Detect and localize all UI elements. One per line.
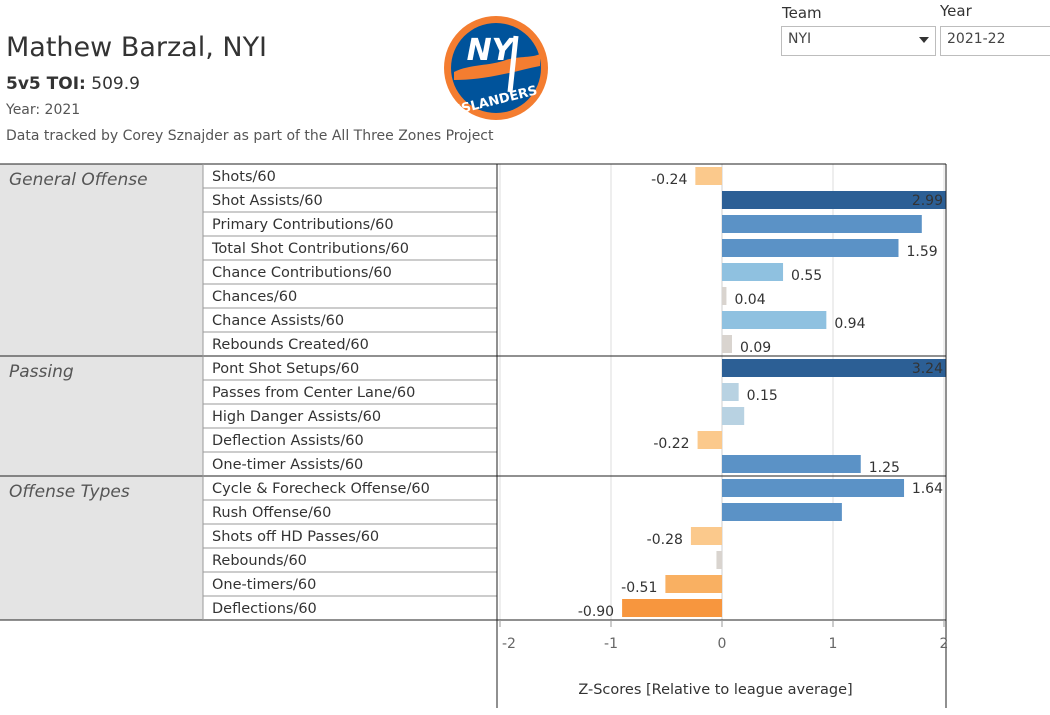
logo-stick: [507, 35, 519, 93]
metric-label: Rebounds Created/60: [212, 337, 369, 353]
metric-label: Deflection Assists/60: [212, 433, 364, 449]
metric-label: Shots/60: [212, 169, 276, 185]
credit-line: Data tracked by Corey Sznajder as part o…: [6, 128, 494, 144]
group-cell-2: [0, 476, 203, 620]
metric-label: Chance Assists/60: [212, 313, 344, 329]
data-label: -0.22: [653, 436, 689, 452]
group-cell-0: [0, 164, 203, 356]
toi-label: 5v5 TOI:: [6, 74, 86, 94]
bar: [622, 599, 722, 617]
year-line: Year: 2021: [6, 102, 81, 118]
bar: [690, 527, 722, 545]
metric-label: High Danger Assists/60: [212, 409, 381, 425]
data-label: 1.25: [869, 460, 900, 476]
toi-value: 509.9: [91, 74, 140, 94]
data-label: 1.59: [906, 244, 937, 260]
team-select-value: NYI: [788, 31, 812, 47]
year-select-value: 2021-22: [947, 31, 1006, 47]
bar: [722, 407, 745, 425]
metric-label: Shot Assists/60: [212, 193, 323, 209]
data-label: -0.24: [651, 172, 687, 188]
bar: [697, 431, 722, 449]
group-label: Passing: [9, 362, 74, 382]
bar: [722, 455, 861, 473]
metric-label: One-timer Assists/60: [212, 457, 363, 473]
x-tick-label: 1: [829, 636, 838, 652]
islanders-logo-icon: NY ISLANDERS: [444, 16, 548, 120]
data-label: 3.24: [912, 361, 943, 377]
bar: [722, 359, 946, 377]
team-select[interactable]: NYI: [781, 26, 936, 56]
toi-line: 5v5 TOI: 509.9: [6, 74, 140, 94]
metric-label: Rush Offense/60: [212, 505, 331, 521]
bar: [722, 191, 946, 209]
group-label: General Offense: [9, 170, 148, 190]
metric-label: Primary Contributions/60: [212, 217, 394, 233]
data-label: 0.09: [740, 340, 771, 356]
metric-label: Chance Contributions/60: [212, 265, 392, 281]
page-title: Mathew Barzal, NYI: [6, 32, 268, 63]
data-label: 0.55: [791, 268, 822, 284]
bar: [716, 551, 722, 569]
metric-label: Pont Shot Setups/60: [212, 361, 359, 377]
x-tick-label: 2: [940, 636, 949, 652]
bar: [722, 383, 739, 401]
metric-label: Rebounds/60: [212, 553, 307, 569]
group-cell-1: [0, 356, 203, 476]
x-tick-label: -2: [502, 636, 516, 652]
chevron-down-icon: [919, 37, 929, 43]
x-tick-label: -1: [604, 636, 618, 652]
bar: [665, 575, 722, 593]
metric-label: One-timers/60: [212, 577, 316, 593]
group-label: Offense Types: [9, 482, 130, 502]
metric-label: Cycle & Forecheck Offense/60: [212, 481, 430, 497]
metric-label: Passes from Center Lane/60: [212, 385, 415, 401]
data-label: 0.94: [834, 316, 865, 332]
metric-label: Shots off HD Passes/60: [212, 529, 379, 545]
data-label: -0.28: [647, 532, 683, 548]
data-label: 0.04: [734, 292, 765, 308]
bar: [722, 503, 842, 521]
metric-label: Deflections/60: [212, 601, 317, 617]
year-filter-label: Year: [940, 2, 972, 20]
bar: [722, 311, 827, 329]
logo-island-shape: [454, 54, 540, 80]
x-axis-title: Z-Scores [Relative to league average]: [578, 682, 852, 698]
bar: [722, 479, 905, 497]
data-label: 1.64: [912, 481, 943, 497]
bar: [722, 239, 899, 257]
bar: [722, 287, 727, 305]
x-tick-label: 0: [718, 636, 727, 652]
data-label: -0.51: [621, 580, 657, 596]
team-filter-label: Team: [782, 4, 822, 22]
data-label: 0.15: [747, 388, 778, 404]
metric-label: Chances/60: [212, 289, 297, 305]
bar: [722, 263, 784, 281]
data-label: -0.90: [578, 604, 614, 620]
bar: [722, 215, 922, 233]
logo-text-top: NY: [467, 33, 517, 68]
data-label: 2.99: [912, 193, 943, 209]
bar: [695, 167, 722, 185]
year-select[interactable]: 2021-22: [940, 26, 1050, 56]
metric-label: Total Shot Contributions/60: [211, 241, 409, 257]
bar: [722, 335, 732, 353]
